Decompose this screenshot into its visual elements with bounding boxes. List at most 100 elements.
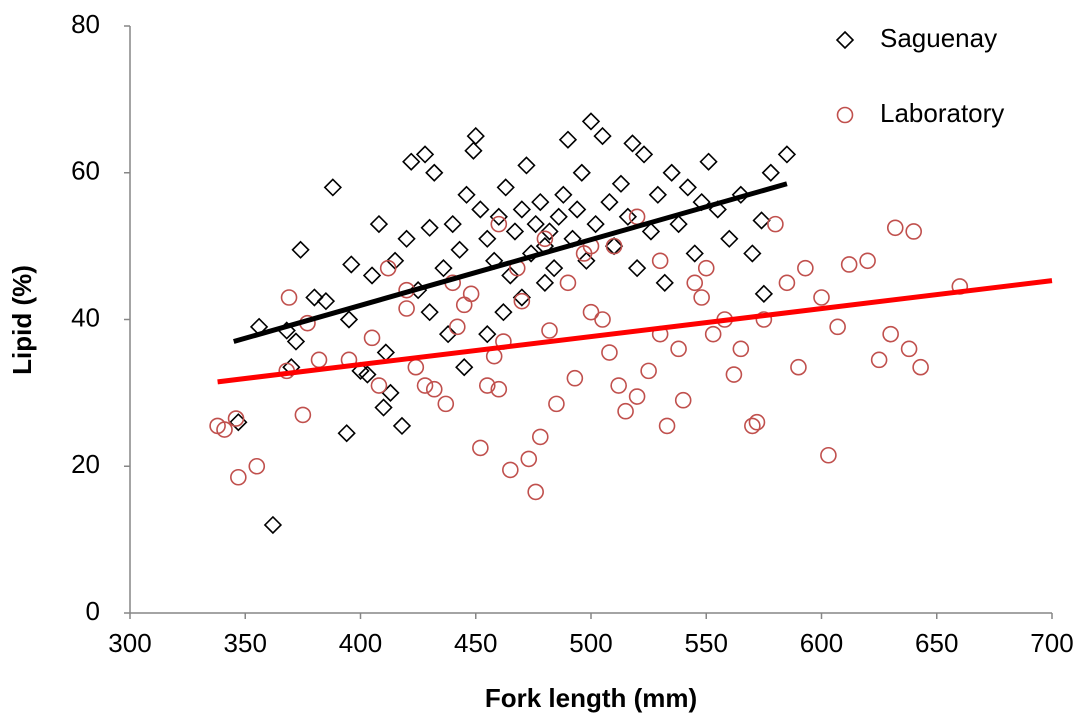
x-tick-label: 600 xyxy=(800,628,843,658)
point xyxy=(381,383,400,403)
point xyxy=(697,259,715,277)
x-tick-label: 350 xyxy=(224,628,267,658)
point xyxy=(777,145,797,164)
point xyxy=(280,289,298,306)
point xyxy=(670,340,687,358)
point xyxy=(627,259,647,278)
trend-line xyxy=(233,181,788,344)
point xyxy=(859,252,876,270)
point xyxy=(305,288,324,307)
point xyxy=(540,222,559,241)
point xyxy=(517,156,536,175)
y-tick-label: 20 xyxy=(71,449,100,479)
x-axis-title: Fork length (mm) xyxy=(485,683,697,713)
point xyxy=(443,214,462,234)
point xyxy=(521,244,541,263)
point xyxy=(743,244,762,263)
point xyxy=(559,274,577,292)
point xyxy=(797,259,814,277)
point xyxy=(840,256,858,273)
point xyxy=(704,325,722,343)
point xyxy=(651,252,669,270)
point xyxy=(363,329,381,347)
point xyxy=(628,388,646,405)
point xyxy=(490,380,508,398)
point xyxy=(693,289,710,306)
point xyxy=(520,450,538,468)
point xyxy=(548,395,565,413)
point xyxy=(870,351,888,369)
point xyxy=(472,439,489,457)
x-tick-label: 650 xyxy=(915,628,958,658)
point xyxy=(398,300,415,317)
point xyxy=(572,163,591,182)
point xyxy=(286,332,306,351)
x-tick-label: 700 xyxy=(1030,628,1073,658)
point xyxy=(310,351,328,369)
point xyxy=(496,178,515,197)
point xyxy=(669,214,688,234)
point xyxy=(732,340,750,358)
point xyxy=(577,251,596,270)
point xyxy=(342,255,361,274)
point xyxy=(392,416,412,436)
point xyxy=(882,325,899,343)
point xyxy=(820,446,837,464)
point xyxy=(767,215,784,233)
point xyxy=(263,515,283,535)
y-tick-label: 60 xyxy=(71,156,100,186)
point xyxy=(425,380,443,398)
point xyxy=(536,230,554,248)
point xyxy=(420,303,439,322)
point xyxy=(358,365,377,384)
point xyxy=(466,126,485,146)
legend-marker xyxy=(836,106,854,124)
point xyxy=(581,112,601,131)
point xyxy=(490,215,508,233)
point xyxy=(316,292,336,311)
point xyxy=(294,406,312,424)
point xyxy=(674,391,692,409)
point xyxy=(455,296,473,314)
point xyxy=(471,200,490,219)
point xyxy=(586,214,605,234)
point xyxy=(434,259,453,278)
x-tick-label: 300 xyxy=(108,628,151,658)
point xyxy=(720,229,739,248)
point xyxy=(376,343,395,362)
legend-label: Saguenay xyxy=(880,23,997,53)
point xyxy=(438,325,458,344)
x-tick-label: 400 xyxy=(339,628,382,658)
y-tick-label: 80 xyxy=(71,9,100,39)
point xyxy=(512,200,531,219)
point xyxy=(611,174,631,193)
point xyxy=(600,192,619,212)
point xyxy=(744,417,761,435)
legend-marker xyxy=(835,30,855,50)
point xyxy=(230,468,247,486)
y-tick-label: 40 xyxy=(71,302,100,332)
point xyxy=(502,461,519,479)
point xyxy=(886,219,904,237)
y-axis-title: Lipid (%) xyxy=(7,265,37,375)
point xyxy=(462,285,480,303)
point xyxy=(512,288,531,307)
point xyxy=(291,240,310,259)
point xyxy=(686,274,704,292)
point xyxy=(337,424,356,443)
point xyxy=(437,395,455,413)
point xyxy=(478,325,497,344)
point xyxy=(610,377,627,394)
point xyxy=(407,358,425,376)
point xyxy=(501,266,520,285)
point xyxy=(369,214,389,234)
point xyxy=(402,152,421,171)
point xyxy=(641,222,661,241)
point xyxy=(662,163,681,182)
point xyxy=(370,377,388,394)
trend-line xyxy=(217,278,1053,385)
point xyxy=(725,366,743,383)
point xyxy=(648,185,667,204)
point xyxy=(227,410,245,427)
x-tick-label: 550 xyxy=(685,628,728,658)
